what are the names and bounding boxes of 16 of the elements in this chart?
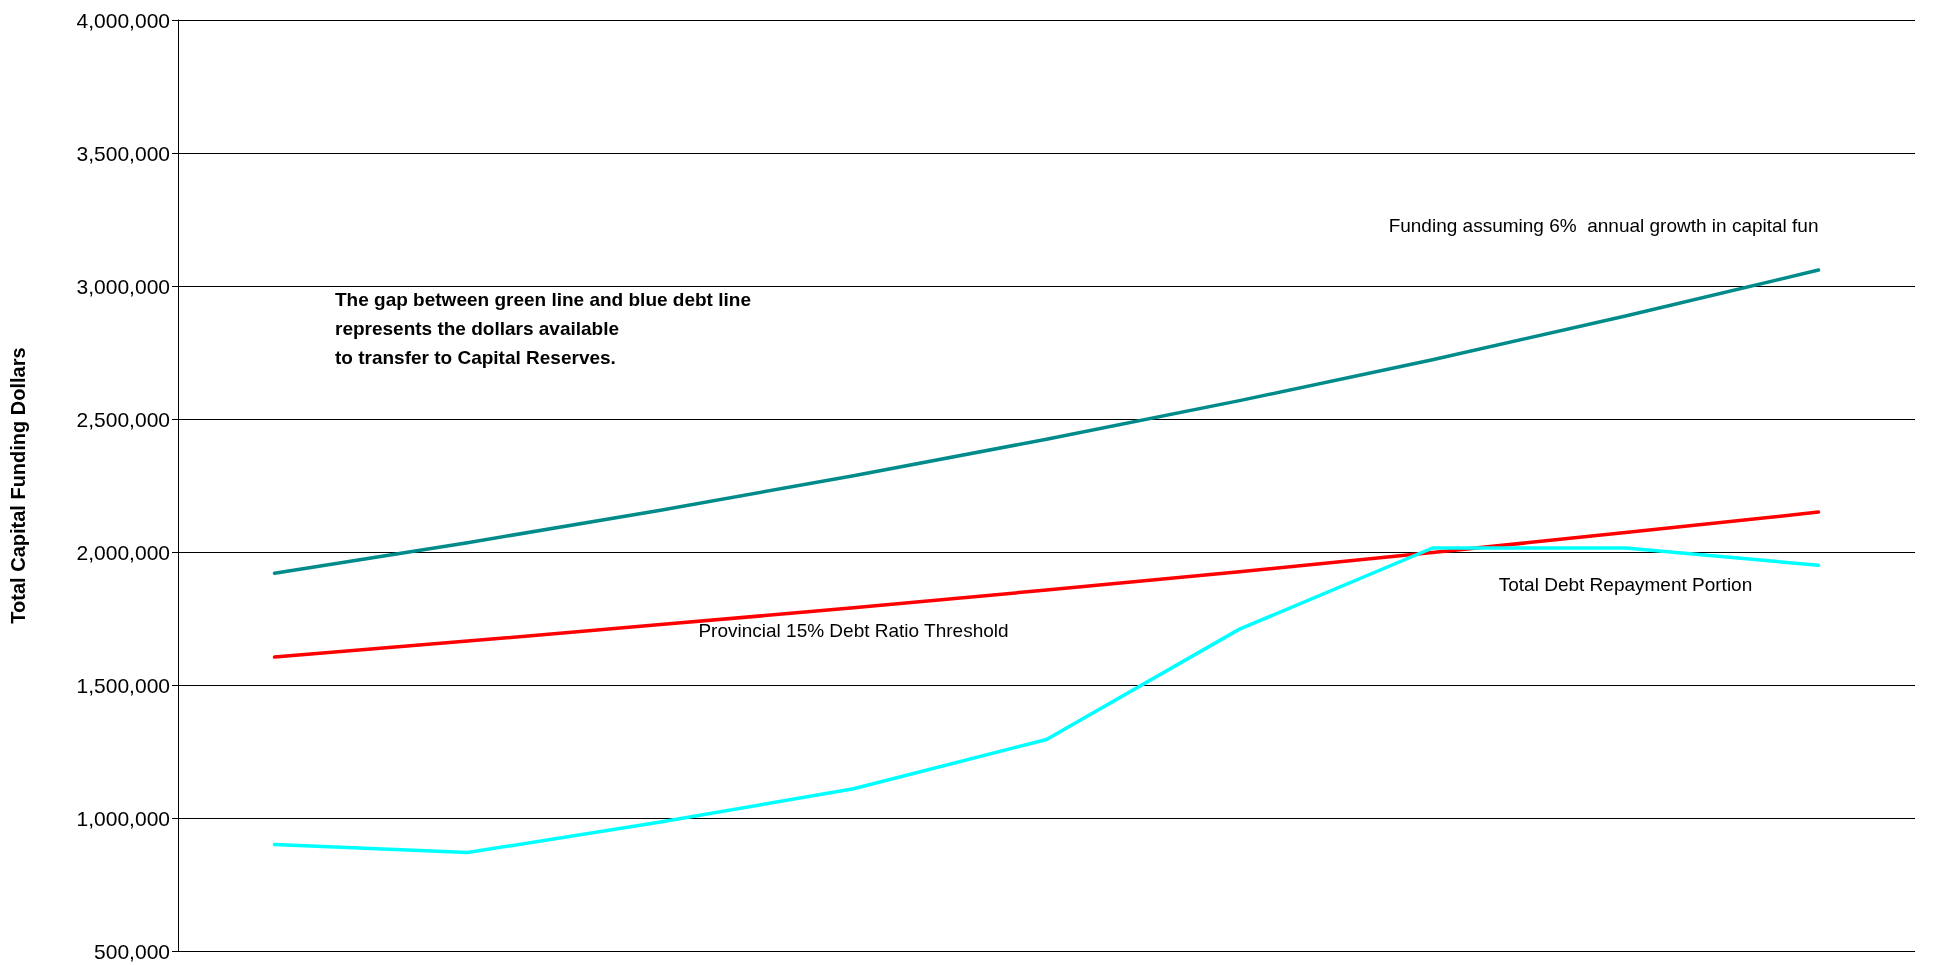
annotation: The gap between green line and blue debt line represents the dollars available to transfer to Capital Reserves. [335, 289, 751, 368]
series-label: Total Debt Repayment Portion [1498, 574, 1753, 596]
y-tick-label: 3,000,000 [76, 274, 170, 298]
y-tick-label: 4,000,000 [76, 8, 170, 32]
y-tick-label: 2,000,000 [76, 540, 170, 564]
y-axis-title: Total Capital Funding Dollars [7, 347, 29, 624]
line-series [272, 510, 1821, 659]
y-tick-label: 2,500,000 [76, 407, 170, 431]
y-tick-label: 1,000,000 [76, 806, 170, 830]
y-tick-label: 3,500,000 [76, 141, 170, 165]
series-label: Provincial 15% Debt Ratio Threshold [698, 619, 1009, 641]
series-label: Funding assuming 6% annual growth in capital fun [1388, 215, 1819, 237]
line-series [272, 546, 1821, 855]
y-tick-label: 500,000 [94, 939, 170, 963]
y-tick-label: 1,500,000 [76, 673, 170, 697]
line-series [272, 268, 1821, 576]
